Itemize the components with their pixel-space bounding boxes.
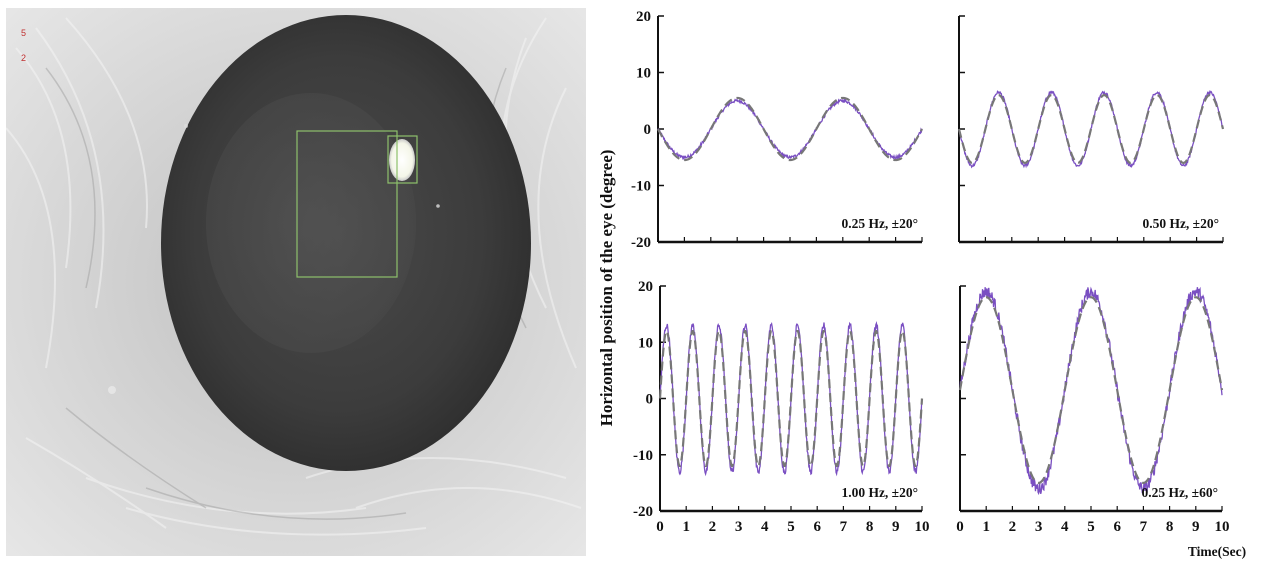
y-tick-label: 0 [646,392,654,408]
chart-panel-4: 0 1 2 3 4 5 6 7 8 9 10 0.25 Hz, ±60° [956,285,1230,535]
pupil-tracking-box [296,130,398,278]
fur-texture [6,17,582,536]
x-tick-label: 8 [1166,519,1174,535]
fit-series-line [958,296,1224,484]
x-tick-label: 6 [813,519,821,535]
y-tick-label: 20 [636,9,651,25]
x-tick-label: 7 [1140,519,1148,535]
eye-image-svg [6,8,586,556]
panel-annotation: 0.25 Hz, ±60° [1141,485,1218,500]
panel-annotation: 1.00 Hz, ±20° [841,485,918,500]
chart-panel-2: 0.50 Hz, ±20° [957,15,1225,244]
charts-svg: Horizontal position of the eye (degree) … [597,9,1246,559]
y-tick-label: -20 [631,235,651,251]
fit-series-line [657,96,923,162]
x-tick-label: 1 [682,519,690,535]
y-tick-label: 10 [638,335,653,351]
x-tick-label: 4 [761,519,769,535]
x-tick-label: 3 [1035,519,1043,535]
x-tick-label: 6 [1113,519,1121,535]
panel-annotation: 0.50 Hz, ±20° [1142,216,1219,231]
x-tick-label: 1 [982,519,990,535]
x-tick-label: 2 [709,519,717,535]
x-tick-label: 5 [787,519,795,535]
y-tick-label: 0 [644,122,652,138]
x-tick-label: 3 [735,519,743,535]
overlay-number-2: 2 [21,53,27,63]
y-tick-label: -10 [633,448,653,464]
x-tick-label: 7 [840,519,848,535]
overlay-number-1: 5 [21,28,27,38]
fit-series-line [957,93,1225,165]
x-tick-label: 0 [956,519,964,535]
measured-series-line [958,89,1224,169]
x-tick-label: 10 [1215,519,1230,535]
x-tick-label: 10 [915,519,930,535]
panel-annotation: 0.25 Hz, ±20° [841,216,918,231]
chart-panel-1: 20 10 0 -10 -20 0.25 Hz, ±20° [631,9,923,251]
x-tick-label: 5 [1087,519,1095,535]
x-tick-label: 8 [866,519,874,535]
y-tick-label: 20 [638,279,653,295]
x-tick-label: 2 [1009,519,1017,535]
y-tick-label: -10 [631,179,651,195]
eye-camera-image: 5 2 [6,8,586,556]
x-tick-label: 9 [892,519,900,535]
fit-series-line [658,330,924,467]
measured-series-line [959,286,1223,496]
pupil [206,93,416,353]
corneal-reflection [389,139,415,181]
glint-tracking-box [387,135,418,184]
x-tick-label: 4 [1061,519,1069,535]
x-tick-label: 9 [1192,519,1200,535]
x-tick-label: 0 [656,519,664,535]
x-axis-title: Time(Sec) [1188,544,1246,559]
y-tick-label: 10 [636,66,651,82]
y-axis-title: Horizontal position of the eye (degree) [597,150,616,427]
y-tick-label: -20 [633,504,653,520]
eye-position-charts: Horizontal position of the eye (degree) … [590,0,1268,561]
